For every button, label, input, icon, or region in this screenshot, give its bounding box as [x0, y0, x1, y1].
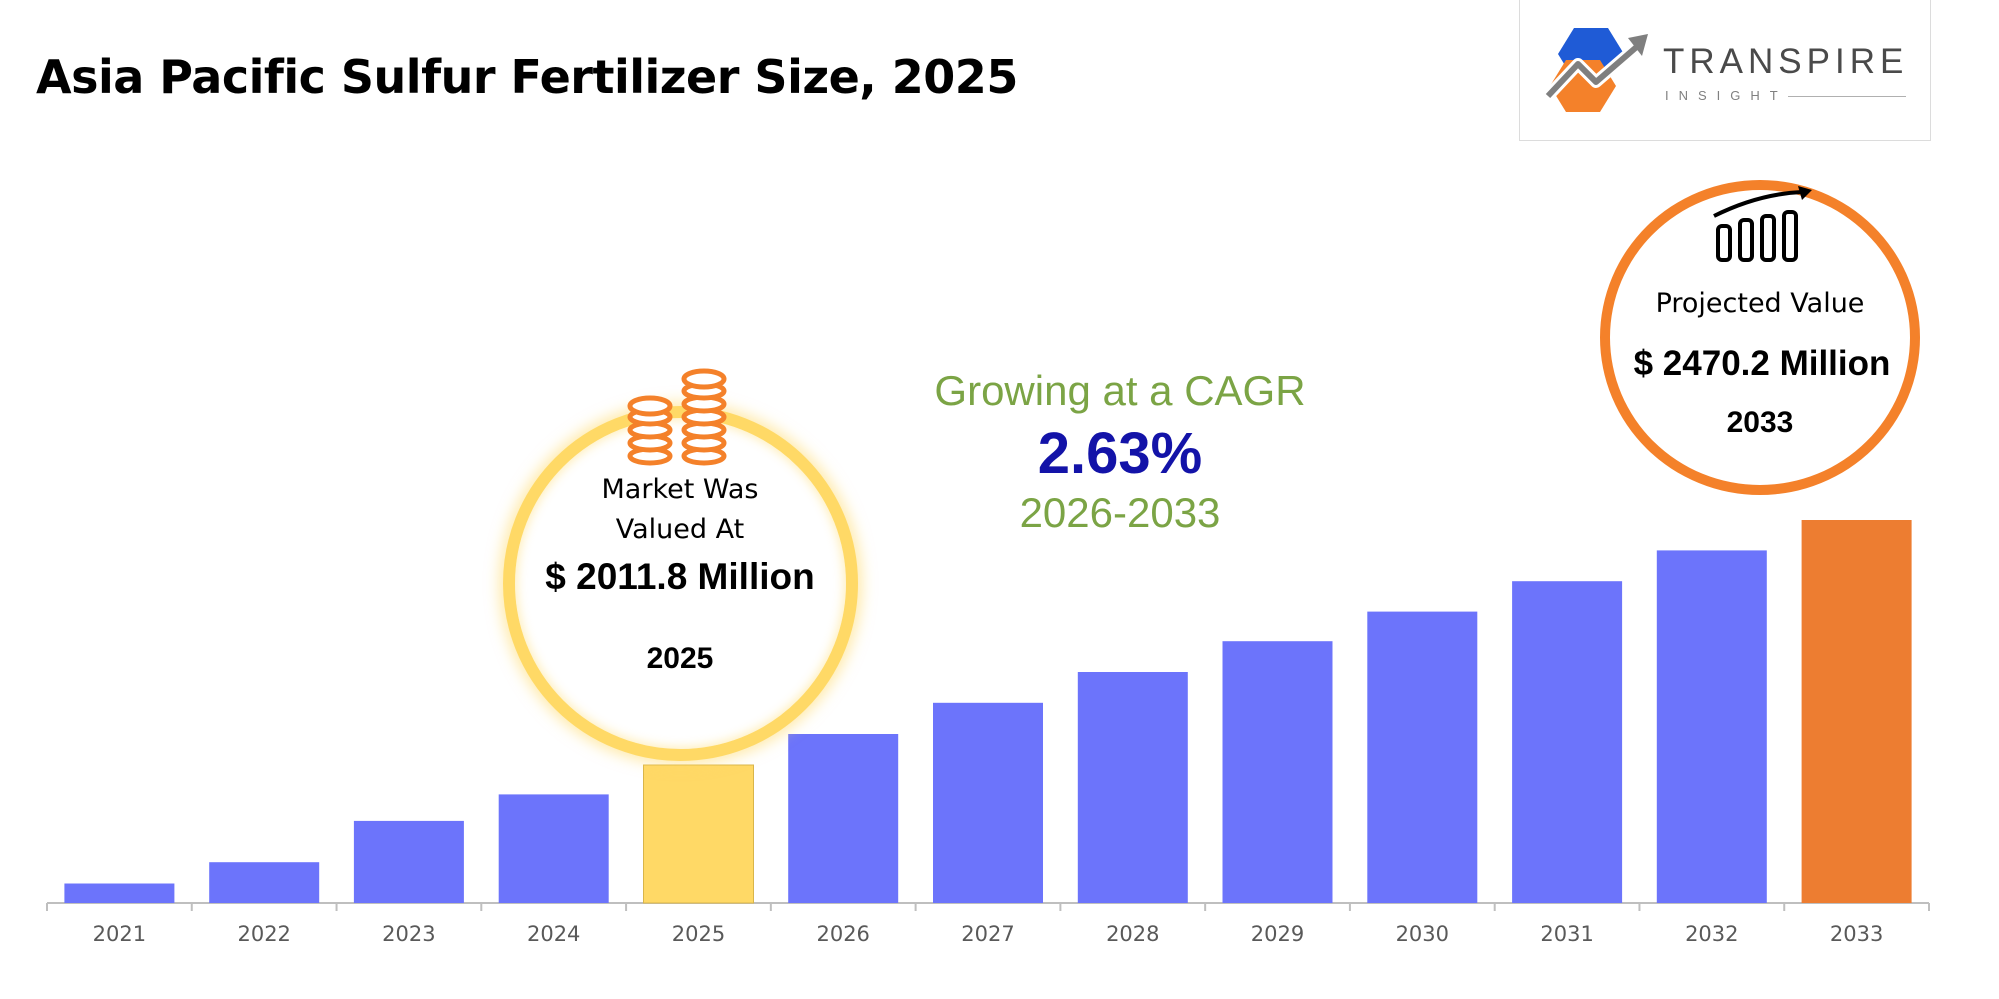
bar-2025 [643, 764, 754, 904]
logo-subtitle: INSIGHT [1665, 88, 1788, 103]
bar-2021 [64, 883, 175, 903]
projected-value-label: Projected Value [1655, 288, 1865, 319]
market-value-label-1: Market Was [601, 474, 759, 505]
bar-2031 [1512, 581, 1623, 903]
cagr-label: Growing at a CAGR [934, 367, 1306, 414]
bar-2032 [1656, 550, 1767, 903]
x-tick-label-2028: 2028 [1106, 922, 1159, 946]
growth-chart-icon [1713, 186, 1812, 262]
bar-2026 [788, 734, 899, 903]
x-tick-label-2030: 2030 [1396, 922, 1449, 946]
x-tick-label-2022: 2022 [237, 922, 290, 946]
page-title: Asia Pacific Sulfur Fertilizer Size, 202… [36, 50, 1018, 104]
logo-divider [1788, 96, 1906, 97]
logo: TRANSPIRE INSIGHT [1519, 0, 1931, 141]
bar-2033 [1801, 520, 1912, 903]
x-tick-label-2033: 2033 [1830, 922, 1883, 946]
market-value-year: 2025 [646, 642, 714, 675]
x-tick-label-2029: 2029 [1251, 922, 1304, 946]
x-tick-label-2031: 2031 [1540, 922, 1593, 946]
bar-2029 [1222, 641, 1333, 903]
market-value-amount: $ 2011.8 Million [545, 556, 815, 597]
bar-2024 [498, 794, 609, 903]
cagr-value: 2.63% [1037, 421, 1203, 486]
x-tick-label-2024: 2024 [527, 922, 580, 946]
x-tick-label-2021: 2021 [93, 922, 146, 946]
x-tick-label-2026: 2026 [816, 922, 869, 946]
x-tick-label-2032: 2032 [1685, 922, 1738, 946]
bar-2030 [1367, 611, 1478, 903]
x-tick-label-2023: 2023 [382, 922, 435, 946]
x-tick-label-2027: 2027 [961, 922, 1014, 946]
projected-value-amount: $ 2470.2 Million [1633, 344, 1891, 383]
coins-icon [627, 368, 727, 466]
logo-wordmark: TRANSPIRE [1663, 42, 1909, 81]
market-value-label-2: Valued At [615, 514, 745, 545]
bar-2027 [933, 702, 1043, 903]
projected-value-year: 2033 [1726, 406, 1794, 439]
bar-2028 [1077, 672, 1188, 903]
bar-2022 [209, 862, 320, 903]
cagr-period: 2026-2033 [1019, 489, 1221, 536]
bar-2023 [353, 820, 464, 903]
x-tick-label-2025: 2025 [672, 922, 725, 946]
transpire-logo-icon [1544, 28, 1648, 112]
